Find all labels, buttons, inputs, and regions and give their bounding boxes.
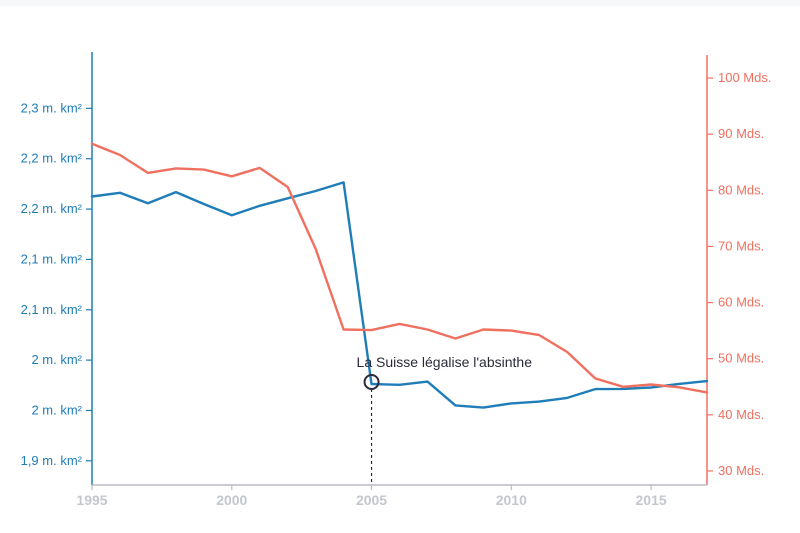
right-tick-label: 60 Mds. xyxy=(718,295,764,310)
right-tick-label: 80 Mds. xyxy=(718,182,764,197)
left-tick-label: 1,9 m. km² xyxy=(21,453,83,468)
right-tick-label: 70 Mds. xyxy=(718,238,764,253)
right-tick-label: 90 Mds. xyxy=(718,126,764,141)
right-tick-label: 50 Mds. xyxy=(718,351,764,366)
x-tick-label: 2000 xyxy=(216,492,247,508)
top-band xyxy=(0,0,800,6)
left-tick-label: 2,2 m. km² xyxy=(21,151,83,166)
left-tick-label: 2 m. km² xyxy=(31,352,82,367)
right-tick-label: 40 Mds. xyxy=(718,407,764,422)
x-tick-label: 1995 xyxy=(76,492,107,508)
right-tick-label: 30 Mds. xyxy=(718,463,764,478)
x-tick-label: 2015 xyxy=(636,492,667,508)
annotation-marker xyxy=(363,373,380,390)
right-tick-label: 100 Mds. xyxy=(718,70,771,85)
left-tick-label: 2 m. km² xyxy=(31,402,82,417)
left-axis-series-line xyxy=(90,181,709,409)
x-tick-label: 2010 xyxy=(496,492,527,508)
left-tick-label: 2,2 m. km² xyxy=(21,201,83,216)
left-tick-label: 2,3 m. km² xyxy=(21,100,83,115)
left-tick-label: 2,1 m. km² xyxy=(21,251,83,266)
x-tick-label: 2005 xyxy=(356,492,387,508)
annotation-label: La Suisse légalise l'absinthe xyxy=(357,354,533,370)
left-tick-label: 2,1 m. km² xyxy=(21,302,83,317)
right-axis-series-line xyxy=(90,142,709,394)
